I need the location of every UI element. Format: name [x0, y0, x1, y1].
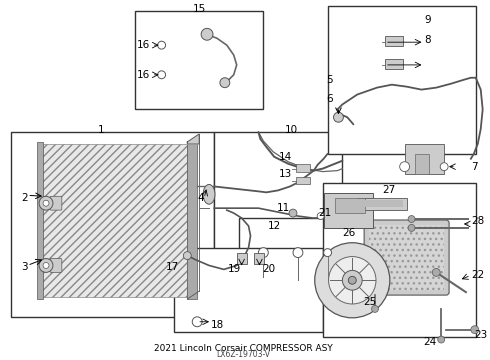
Circle shape [158, 41, 166, 49]
Circle shape [39, 196, 53, 210]
Circle shape [192, 317, 202, 327]
Circle shape [348, 276, 356, 284]
Text: 13: 13 [279, 168, 292, 179]
Circle shape [289, 209, 297, 217]
FancyBboxPatch shape [364, 220, 449, 295]
Circle shape [343, 270, 362, 290]
Circle shape [43, 200, 49, 206]
Bar [41, 144, 187, 297]
FancyBboxPatch shape [50, 258, 62, 273]
Bar [135, 10, 263, 109]
Bar [361, 200, 403, 207]
Circle shape [471, 326, 479, 334]
Text: LX6Z-19703-V: LX6Z-19703-V [217, 350, 270, 359]
Circle shape [39, 258, 53, 273]
Bar [357, 198, 407, 210]
Circle shape [158, 71, 166, 79]
Text: 28: 28 [471, 216, 484, 226]
Text: 15: 15 [193, 4, 206, 14]
Circle shape [183, 252, 191, 260]
Text: 18: 18 [211, 320, 224, 330]
Circle shape [371, 306, 378, 312]
Circle shape [329, 257, 376, 304]
Circle shape [334, 112, 343, 122]
Text: 16: 16 [137, 70, 150, 80]
Text: 17: 17 [166, 262, 179, 273]
Text: 2: 2 [22, 193, 28, 203]
Text: 19: 19 [227, 264, 241, 274]
Bar [369, 225, 444, 290]
Circle shape [432, 269, 440, 276]
Text: 10: 10 [285, 125, 298, 135]
Text: 5: 5 [326, 75, 333, 85]
Bar [174, 248, 322, 332]
Circle shape [293, 248, 303, 257]
Polygon shape [187, 134, 199, 144]
Circle shape [408, 224, 415, 231]
Bar [239, 218, 343, 292]
Bar [237, 253, 246, 265]
Circle shape [408, 216, 415, 222]
Text: 6: 6 [326, 94, 333, 104]
Circle shape [440, 163, 448, 171]
Text: 22: 22 [471, 270, 484, 280]
Text: 3: 3 [22, 262, 28, 273]
Circle shape [400, 162, 410, 172]
Bar [296, 164, 310, 172]
Bar [296, 176, 310, 184]
Text: 23: 23 [474, 330, 487, 339]
Text: 26: 26 [342, 228, 355, 238]
Bar [385, 36, 403, 46]
Text: 4: 4 [197, 193, 204, 203]
Text: 20: 20 [262, 264, 275, 274]
Circle shape [438, 336, 444, 343]
Text: 16: 16 [137, 40, 150, 50]
Text: 7: 7 [471, 162, 477, 172]
Bar [405, 144, 444, 174]
Circle shape [323, 249, 332, 257]
Text: 2021 Lincoln Corsair COMPRESSOR ASY: 2021 Lincoln Corsair COMPRESSOR ASY [154, 344, 333, 353]
Text: 12: 12 [269, 221, 282, 231]
Bar [328, 6, 476, 154]
Text: 14: 14 [279, 152, 292, 162]
Circle shape [317, 213, 324, 220]
Circle shape [220, 78, 230, 87]
Bar [254, 253, 264, 265]
Text: 1: 1 [98, 125, 104, 135]
Bar [11, 132, 214, 317]
Bar [187, 142, 197, 299]
Bar [214, 132, 343, 292]
Bar [37, 142, 43, 299]
Text: 8: 8 [424, 35, 431, 45]
Text: 21: 21 [318, 208, 332, 218]
Text: 25: 25 [364, 297, 377, 307]
Bar [336, 198, 365, 213]
FancyBboxPatch shape [50, 196, 62, 210]
Text: 24: 24 [423, 337, 436, 347]
Circle shape [258, 248, 269, 257]
Circle shape [43, 262, 49, 269]
Bar [323, 193, 373, 228]
Text: 9: 9 [424, 15, 431, 26]
Bar [322, 184, 476, 337]
Text: 27: 27 [382, 185, 395, 195]
Bar [415, 154, 429, 174]
Bar [385, 59, 403, 69]
Circle shape [201, 28, 213, 40]
Ellipse shape [203, 184, 215, 204]
Circle shape [315, 243, 390, 318]
Text: 11: 11 [277, 203, 290, 213]
